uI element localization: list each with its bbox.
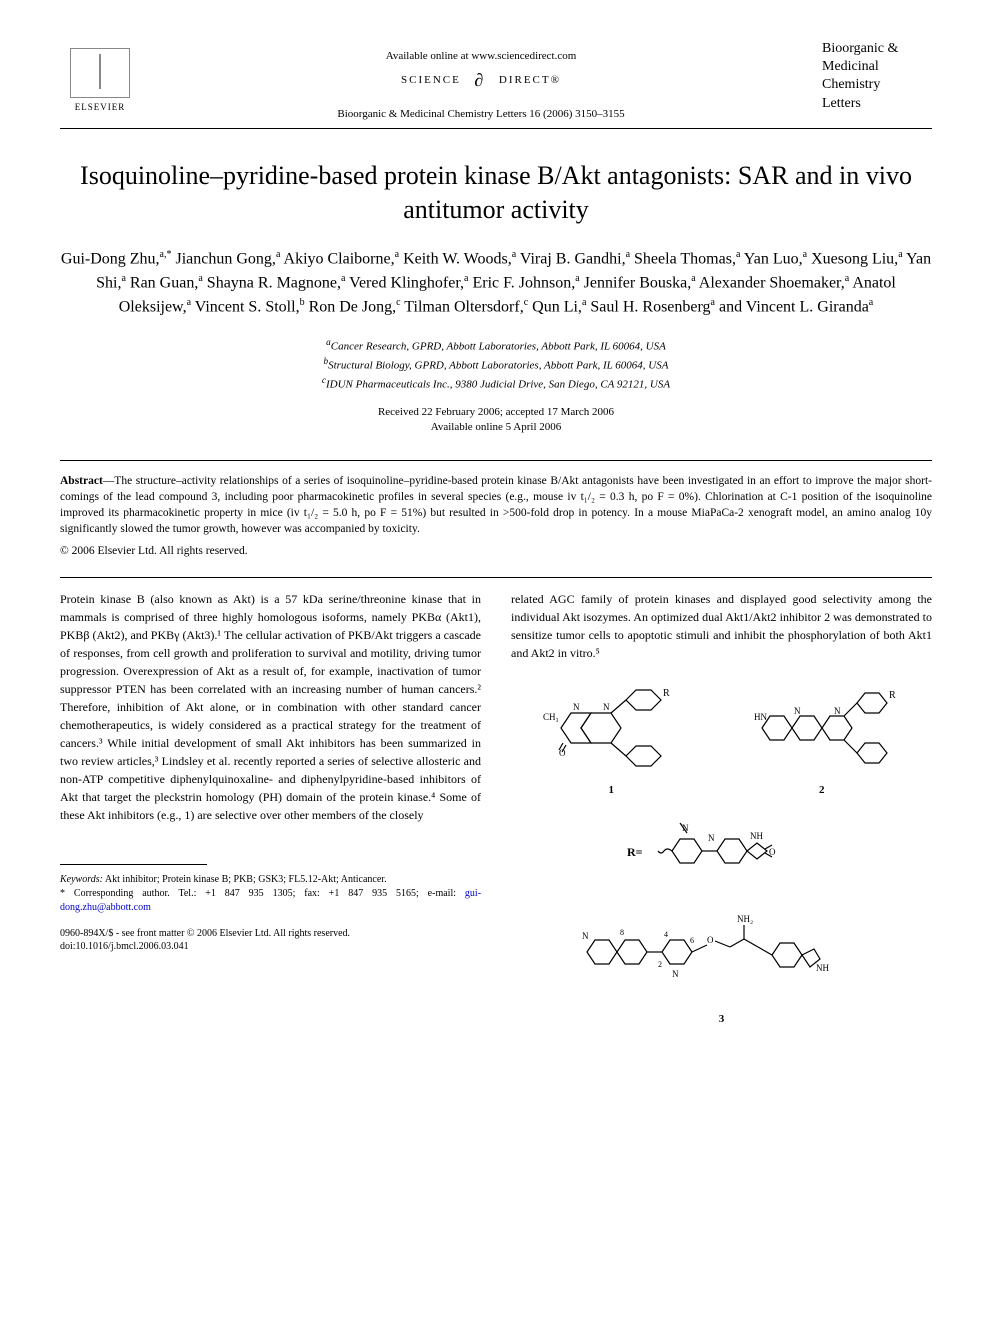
left-column: Protein kinase B (also known as Akt) is … (60, 590, 481, 1027)
keywords-line: Keywords: Akt inhibitor; Protein kinase … (60, 873, 481, 887)
svg-text:N: N (794, 706, 801, 716)
svg-text:6: 6 (690, 936, 694, 945)
svg-text:NH₂: NH₂ (737, 914, 753, 924)
header-row: ELSEVIER Available online at www.science… (60, 40, 932, 120)
affiliation-c: cIDUN Pharmaceuticals Inc., 9380 Judicia… (60, 374, 932, 393)
abstract-bottom-divider (60, 577, 932, 578)
journal-name-line-1: Bioorganic & (822, 40, 932, 58)
article-title: Isoquinoline–pyridine-based protein kina… (60, 159, 932, 227)
svg-text:N: N (708, 833, 715, 843)
svg-text:R: R (889, 690, 896, 701)
compound-3-label: 3 (572, 1011, 872, 1028)
svg-text:NH: NH (816, 963, 829, 973)
left-column-text: Protein kinase B (also known as Akt) is … (60, 590, 481, 824)
journal-name-box: Bioorganic & Medicinal Chemistry Letters (822, 40, 932, 113)
keywords-text: Akt inhibitor; Protein kinase B; PKB; GS… (105, 874, 387, 885)
svg-text:R: R (663, 688, 670, 699)
journal-reference: Bioorganic & Medicinal Chemistry Letters… (140, 108, 822, 120)
journal-name-line-3: Chemistry (822, 76, 932, 94)
svg-text:O: O (707, 935, 714, 945)
compound-2: HN N N R 2 (742, 678, 902, 799)
abstract-top-divider (60, 460, 932, 461)
chem-row-3: N 8 N 2 4 6 O (511, 907, 932, 1028)
svg-text:NH: NH (750, 831, 763, 841)
compound-1-label: 1 (541, 782, 681, 799)
r-group-svg: R= N N O (622, 811, 822, 891)
corresponding-author-line: * Corresponding author. Tel.: +1 847 935… (60, 887, 481, 915)
footer-divider (60, 864, 207, 865)
elsevier-logo: ELSEVIER (60, 40, 140, 120)
affiliation-b: bStructural Biology, GPRD, Abbott Labora… (60, 355, 932, 374)
right-column-text: related AGC family of protein kinases an… (511, 590, 932, 662)
svg-text:2: 2 (658, 960, 662, 969)
sciencedirect-swirl-icon: ∂ (465, 70, 495, 90)
footer-copyright: 0960-894X/$ - see front matter © 2006 El… (60, 927, 481, 953)
authors-list: Gui-Dong Zhu,a,* Jianchun Gong,a Akiyo C… (60, 247, 932, 320)
copyright-front-matter: 0960-894X/$ - see front matter © 2006 El… (60, 927, 481, 940)
compound-1-svg: R CH₃ O N N (541, 678, 681, 778)
header-center: Available online at www.sciencedirect.co… (140, 40, 822, 120)
keywords-label: Keywords: (60, 874, 103, 885)
svg-text:N: N (672, 969, 679, 979)
corresponding-contact: Tel.: +1 847 935 1305; fax: +1 847 935 5… (178, 888, 456, 899)
r-group-definition: R= N N O (622, 811, 822, 895)
chem-row-r: R= N N O (511, 811, 932, 895)
svg-text:HN: HN (754, 712, 767, 722)
chem-row-1: R CH₃ O N N 1 (511, 678, 932, 799)
doi-text: doi:10.1016/j.bmcl.2006.03.041 (60, 940, 481, 953)
svg-text:R=: R= (627, 845, 643, 859)
svg-text:CH₃: CH₃ (543, 712, 559, 722)
abstract: Abstract—The structure–activity relation… (60, 473, 932, 537)
footer: Keywords: Akt inhibitor; Protein kinase … (60, 873, 481, 915)
sciencedirect-right: DIRECT® (499, 74, 561, 86)
compound-2-label: 2 (742, 782, 902, 799)
publisher-name: ELSEVIER (75, 102, 126, 112)
svg-text:N: N (573, 702, 580, 712)
compound-2-svg: HN N N R (742, 678, 902, 778)
received-accepted-date: Received 22 February 2006; accepted 17 M… (60, 405, 932, 420)
journal-name-line-2: Medicinal (822, 58, 932, 76)
right-column: related AGC family of protein kinases an… (511, 590, 932, 1027)
affiliations: aCancer Research, GPRD, Abbott Laborator… (60, 336, 932, 393)
available-online-text: Available online at www.sciencedirect.co… (140, 50, 822, 62)
svg-text:N: N (603, 702, 610, 712)
header-divider (60, 128, 932, 129)
abstract-copyright: © 2006 Elsevier Ltd. All rights reserved… (60, 545, 932, 557)
svg-text:O: O (559, 748, 566, 758)
svg-text:N: N (834, 706, 841, 716)
available-online-date: Available online 5 April 2006 (60, 420, 932, 435)
article-dates: Received 22 February 2006; accepted 17 M… (60, 405, 932, 436)
svg-text:4: 4 (664, 930, 668, 939)
journal-name-line-4: Letters (822, 95, 932, 113)
compound-1: R CH₃ O N N 1 (541, 678, 681, 799)
compound-3: N 8 N 2 4 6 O (572, 907, 872, 1028)
sciencedirect-left: SCIENCE (401, 74, 461, 86)
svg-text:N: N (582, 931, 589, 941)
body-columns: Protein kinase B (also known as Akt) is … (60, 590, 932, 1027)
affiliation-a: aCancer Research, GPRD, Abbott Laborator… (60, 336, 932, 355)
svg-text:8: 8 (620, 928, 624, 937)
chemical-structures: R CH₃ O N N 1 (511, 678, 932, 1027)
abstract-text: —The structure–activity relationships of… (60, 475, 932, 535)
elsevier-tree-icon (70, 48, 130, 98)
sciencedirect-logo: SCIENCE ∂ DIRECT® (401, 70, 561, 90)
corresponding-label: * Corresponding author. (60, 888, 170, 899)
compound-3-svg: N 8 N 2 4 6 O (572, 907, 872, 1007)
abstract-label: Abstract (60, 475, 103, 487)
